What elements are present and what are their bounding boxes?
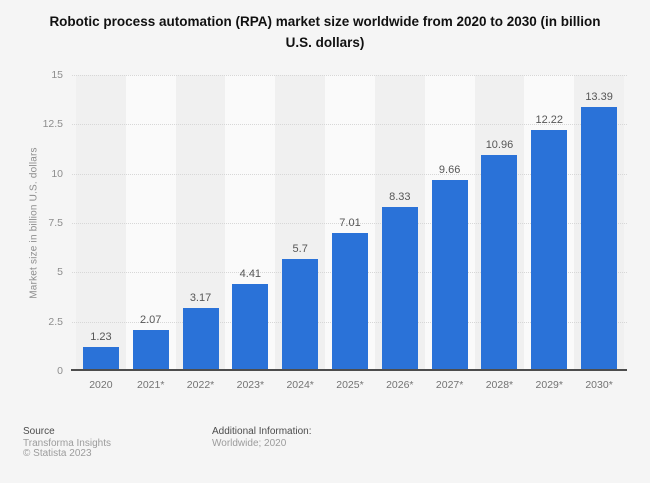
source-label: Source bbox=[23, 426, 55, 437]
y-tick-label: 0 bbox=[57, 365, 63, 377]
bar-value-label: 4.41 bbox=[239, 267, 262, 280]
x-tick-label: 2022* bbox=[186, 379, 215, 391]
bar-value-label: 2.07 bbox=[140, 314, 162, 327]
bar-2026* bbox=[381, 206, 418, 371]
bar-2030* bbox=[581, 106, 618, 371]
y-tick-label: 7.5 bbox=[48, 217, 63, 229]
x-tick-label: 2030* bbox=[585, 379, 613, 391]
bar-value-label: 7.01 bbox=[339, 216, 361, 229]
chart-title: Robotic process automation (RPA) market … bbox=[0, 11, 650, 53]
y-tick-label: 2.5 bbox=[48, 315, 63, 328]
y-tick-label: 15 bbox=[51, 69, 63, 81]
bar-2021* bbox=[132, 330, 169, 371]
bar-2022* bbox=[182, 308, 219, 371]
x-tick-label: 2024* bbox=[286, 379, 314, 391]
plot-area: 1.23 2.07 3.17 4.41 5.7 7.01 8.33 9.66 10.96 12.2… bbox=[72, 75, 627, 371]
gridline bbox=[72, 75, 627, 76]
bar-value-label: 5.7 bbox=[292, 242, 308, 255]
additional-info-label: Additional Information: bbox=[212, 426, 312, 437]
bar-value-label: 10.96 bbox=[485, 138, 514, 151]
gridline bbox=[72, 124, 627, 126]
bar-2025* bbox=[332, 232, 368, 371]
x-tick-label: 2023* bbox=[236, 379, 265, 391]
bar-2024* bbox=[282, 258, 319, 371]
x-tick-label: 2029* bbox=[535, 379, 563, 391]
bar-2027* bbox=[431, 180, 468, 371]
bar-value-label: 1.23 bbox=[90, 330, 112, 343]
gridline bbox=[72, 223, 627, 224]
source-block: Source Transforma Insights © Statista 20… bbox=[23, 426, 111, 460]
bar-value-label: 12.22 bbox=[535, 113, 564, 126]
x-tick-label: 2020 bbox=[89, 379, 113, 391]
additional-info-value: Worldwide; 2020 bbox=[212, 437, 287, 449]
x-tick-label: 2027* bbox=[435, 379, 464, 391]
y-tick-label: 10 bbox=[51, 167, 63, 180]
bar-2028* bbox=[481, 154, 518, 371]
y-tick-label: 12.5 bbox=[42, 118, 63, 131]
gridline bbox=[72, 173, 627, 175]
x-tick-label: 2021* bbox=[136, 379, 165, 391]
x-axis-line bbox=[71, 369, 627, 371]
additional-info-block: Additional Information: Worldwide; 2020 bbox=[212, 426, 312, 449]
bar-2023* bbox=[232, 283, 269, 371]
chart-title-line-2: U.S. dollars) bbox=[285, 35, 365, 50]
bar-value-label: 3.17 bbox=[189, 292, 212, 305]
x-tick-label: 2025* bbox=[336, 379, 364, 391]
bar-value-label: 8.33 bbox=[389, 190, 411, 203]
y-tick-label: 5 bbox=[57, 266, 63, 279]
bar-2020 bbox=[82, 346, 119, 371]
bar-value-label: 9.66 bbox=[438, 164, 461, 177]
source-name: Transforma Insights bbox=[23, 437, 111, 449]
bar-value-label: 13.39 bbox=[585, 90, 613, 103]
x-tick-label: 2026* bbox=[386, 379, 414, 391]
x-tick-label: 2028* bbox=[485, 379, 514, 391]
copyright-notice: © Statista 2023 bbox=[23, 448, 92, 459]
bar-2029* bbox=[531, 129, 568, 371]
chart-title-line-1: Robotic process automation (RPA) market … bbox=[49, 14, 601, 29]
